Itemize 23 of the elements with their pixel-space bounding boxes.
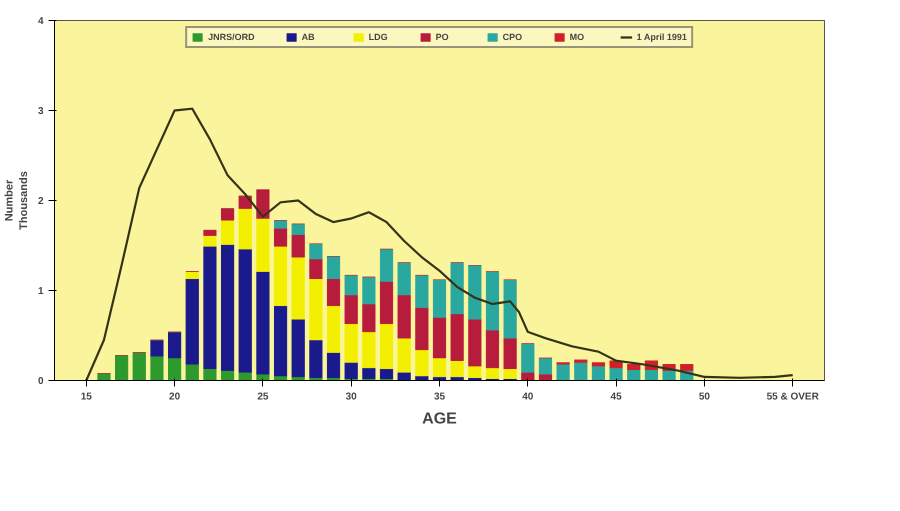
x-tick-label: 45 xyxy=(610,392,622,402)
x-axis-title: AGE xyxy=(422,410,458,428)
y-tick-label: 1 xyxy=(38,286,44,297)
y-tick-label: 3 xyxy=(38,106,44,117)
x-tick-label: 55 & OVER xyxy=(766,392,820,402)
x-tick-label: 15 xyxy=(80,392,92,402)
legend-label: CPO xyxy=(502,32,523,42)
x-tick-label: 40 xyxy=(522,392,534,402)
x-tick-label: 25 xyxy=(257,392,269,402)
legend-label: LDG xyxy=(368,32,389,42)
legend-label: JNRS/ORD xyxy=(208,32,255,42)
y-axis-title: Number Thousands xyxy=(4,171,30,230)
legend-label: 1 April 1991 xyxy=(636,32,687,42)
x-tick-label: 50 xyxy=(698,392,710,402)
legend-label: PO xyxy=(436,32,450,42)
x-tick-label: 20 xyxy=(169,392,181,402)
y-tick-label: 0 xyxy=(38,376,44,387)
x-tick-label: 35 xyxy=(434,392,446,402)
x-tick-label: 30 xyxy=(346,392,358,402)
legend-label: AB xyxy=(302,32,316,42)
y-tick-label: 4 xyxy=(38,16,44,27)
legend-label: MO xyxy=(570,32,586,42)
y-tick-label: 2 xyxy=(38,196,44,207)
